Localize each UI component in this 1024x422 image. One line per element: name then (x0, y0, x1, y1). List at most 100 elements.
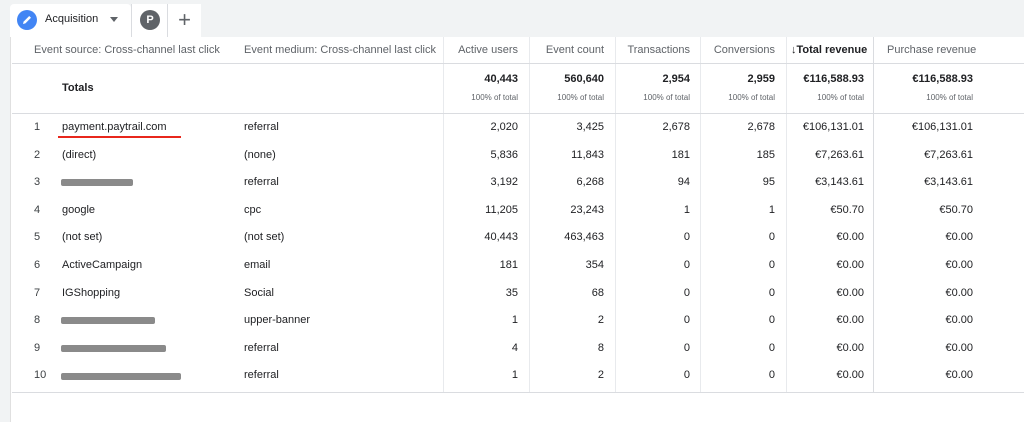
cell-conversions: 0 (768, 259, 775, 271)
cell-event-medium: cpc (244, 203, 262, 216)
total-event-count: 560,640 (564, 73, 604, 85)
cell-event-medium: referral (244, 369, 279, 382)
cell-conversions: 1 (768, 203, 775, 216)
header-event-source[interactable]: Event source: Cross-channel last click (34, 44, 220, 56)
cell-total-revenue: €50.70 (830, 203, 864, 216)
cell-transactions: 0 (683, 369, 690, 382)
cell-total-revenue: €0.00 (836, 341, 864, 354)
cell-event-source[interactable]: IGShopping (62, 286, 121, 299)
header-active-users[interactable]: Active users (458, 44, 518, 56)
redacted-source (61, 179, 133, 186)
cell-total-revenue: €7,263.61 (815, 148, 864, 161)
totals-label: Totals (62, 82, 94, 94)
cell-event-count: 23,243 (570, 203, 604, 216)
column-divider (786, 37, 787, 392)
redacted-source (61, 317, 155, 324)
total-percent: 100% of total (643, 93, 690, 102)
total-percent: 100% of total (471, 93, 518, 102)
cell-event-source[interactable]: payment.paytrail.com (62, 121, 167, 133)
cell-active-users: 3,192 (490, 176, 518, 189)
column-divider (529, 37, 530, 392)
tab-bar: Acquisition P + (0, 0, 1024, 37)
row-number: 2 (34, 148, 41, 161)
cell-total-revenue: €106,131.01 (802, 121, 864, 133)
cell-purchase-revenue: €106,131.01 (911, 121, 973, 133)
cell-event-count: 6,268 (576, 176, 604, 189)
cell-purchase-revenue: €0.00 (945, 369, 973, 382)
cell-purchase-revenue: €3,143.61 (924, 176, 973, 189)
cell-event-medium: Social (244, 286, 274, 299)
cell-active-users: 181 (499, 259, 518, 271)
add-tab-button[interactable]: + (167, 4, 201, 37)
header-total-revenue[interactable]: ↓Total revenue (791, 44, 868, 56)
row-number: 1 (34, 121, 41, 133)
cell-total-revenue: €0.00 (836, 259, 864, 271)
cell-purchase-revenue: €0.00 (945, 341, 973, 354)
column-divider (615, 37, 616, 392)
header-purchase-revenue[interactable]: Purchase revenue (887, 44, 977, 56)
tab-acquisition[interactable]: Acquisition (10, 4, 131, 37)
redacted-source (61, 345, 166, 352)
cell-conversions: 185 (756, 148, 775, 161)
cell-conversions: 0 (768, 314, 775, 327)
totals-divider (12, 113, 1024, 114)
cell-event-source[interactable]: ActiveCampaign (62, 259, 143, 271)
cell-total-revenue: €0.00 (836, 369, 864, 382)
pencil-icon[interactable] (17, 10, 37, 30)
tab-p[interactable]: P (131, 4, 167, 37)
column-divider (700, 37, 701, 392)
cell-active-users: 4 (511, 341, 518, 354)
cell-event-medium: upper-banner (244, 314, 311, 327)
cell-event-source[interactable]: google (62, 203, 96, 216)
cell-event-medium: (not set) (244, 231, 285, 244)
total-percent: 100% of total (557, 93, 604, 102)
row-number: 6 (34, 259, 41, 271)
header-event-medium[interactable]: Event medium: Cross-channel last click (244, 44, 436, 56)
cell-purchase-revenue: €50.70 (939, 203, 973, 216)
total-percent: 100% of total (926, 93, 973, 102)
cell-event-medium: email (244, 259, 271, 271)
plus-icon: + (178, 7, 191, 32)
cell-event-medium: (none) (244, 148, 276, 161)
total-total-revenue: €116,588.93 (803, 73, 864, 85)
cell-event-count: 463,463 (564, 231, 604, 244)
cell-conversions: 0 (768, 341, 775, 354)
cell-event-medium: referral (244, 176, 279, 189)
cell-total-revenue: €0.00 (836, 231, 864, 244)
avatar: P (140, 10, 160, 30)
cell-purchase-revenue: €7,263.61 (924, 148, 973, 161)
cell-event-source[interactable]: (not set) (62, 231, 103, 244)
cell-transactions: 1 (683, 203, 690, 216)
cell-active-users: 2,020 (490, 121, 518, 133)
cell-event-count: 2 (597, 314, 604, 327)
row-number: 5 (34, 231, 41, 244)
row-number: 4 (34, 203, 41, 216)
row-number: 3 (34, 176, 41, 189)
column-divider (443, 37, 444, 392)
cell-transactions: 2,678 (662, 121, 690, 133)
redacted-source (61, 373, 181, 380)
header-conversions[interactable]: Conversions (713, 44, 775, 56)
highlight-underline (58, 136, 181, 138)
total-percent: 100% of total (728, 93, 775, 102)
cell-active-users: 1 (511, 314, 518, 327)
total-purchase-revenue: €116,588.93 (912, 73, 973, 85)
column-divider (873, 37, 874, 392)
total-conversions: 2,959 (747, 73, 775, 85)
cell-event-source[interactable]: (direct) (62, 148, 97, 161)
cell-active-users: 5,836 (490, 148, 518, 161)
chevron-down-icon[interactable] (110, 17, 118, 22)
tab-label: Acquisition (45, 13, 99, 25)
cell-transactions: 0 (683, 259, 690, 271)
header-event-count[interactable]: Event count (545, 44, 604, 56)
cell-conversions: 0 (768, 286, 775, 299)
cell-event-count: 3,425 (576, 121, 604, 133)
row-number: 8 (34, 314, 41, 327)
cell-conversions: 0 (768, 369, 775, 382)
cell-transactions: 0 (683, 314, 690, 327)
header-transactions[interactable]: Transactions (627, 44, 690, 56)
cell-total-revenue: €3,143.61 (815, 176, 864, 189)
cell-purchase-revenue: €0.00 (945, 259, 973, 271)
cell-active-users: 40,443 (484, 231, 518, 244)
cell-event-count: 354 (585, 259, 604, 271)
